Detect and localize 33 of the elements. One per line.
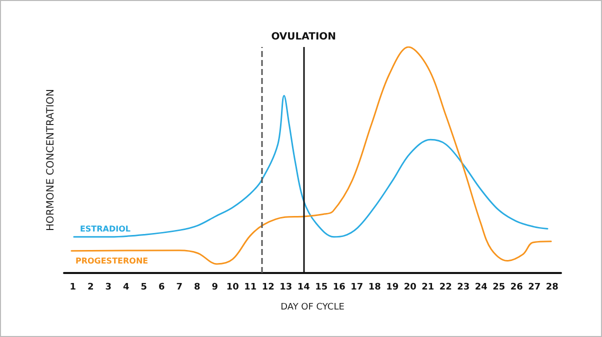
x-tick-label: 22	[439, 282, 452, 292]
x-tick-label: 16	[332, 282, 346, 292]
x-axis-title: DAY OF CYCLE	[280, 302, 345, 312]
x-tick-label: 13	[280, 282, 292, 292]
x-tick-label: 20	[404, 282, 416, 292]
x-tick-label: 24	[474, 282, 488, 292]
x-tick-label: 4	[122, 282, 130, 292]
x-tick-label: 18	[368, 282, 381, 292]
x-tick-label: 2	[87, 282, 94, 292]
x-tick-label: 21	[422, 282, 434, 292]
x-tick-label: 10	[226, 282, 239, 292]
x-tick-label: 12	[262, 282, 274, 292]
x-tick-label: 26	[510, 282, 523, 292]
x-tick-label: 27	[528, 282, 541, 292]
x-tick-label: 11	[244, 282, 257, 292]
x-tick-label: 5	[140, 282, 148, 292]
x-tick-label: 25	[492, 282, 506, 292]
series-label: ESTRADIOL	[80, 224, 131, 234]
x-tick-label: 1	[70, 282, 76, 292]
x-tick-label: 8	[194, 282, 200, 292]
series-label: PROGESTERONE	[75, 256, 148, 266]
ref-line-label: OVULATION	[271, 32, 336, 42]
x-tick-label: 23	[457, 282, 470, 292]
x-tick-label: 17	[350, 282, 364, 292]
x-tick-label: 3	[105, 282, 112, 292]
x-tick-label: 19	[386, 282, 399, 292]
x-tick-label: 28	[546, 282, 558, 292]
y-axis-title: HORMONE CONCENTRATION	[46, 88, 56, 232]
x-tick-label: 14	[297, 282, 310, 292]
x-tick-label: 15	[315, 282, 328, 292]
x-tick-label: 6	[158, 282, 165, 292]
x-tick-label: 9	[212, 282, 218, 292]
x-tick-label: 7	[176, 282, 183, 292]
